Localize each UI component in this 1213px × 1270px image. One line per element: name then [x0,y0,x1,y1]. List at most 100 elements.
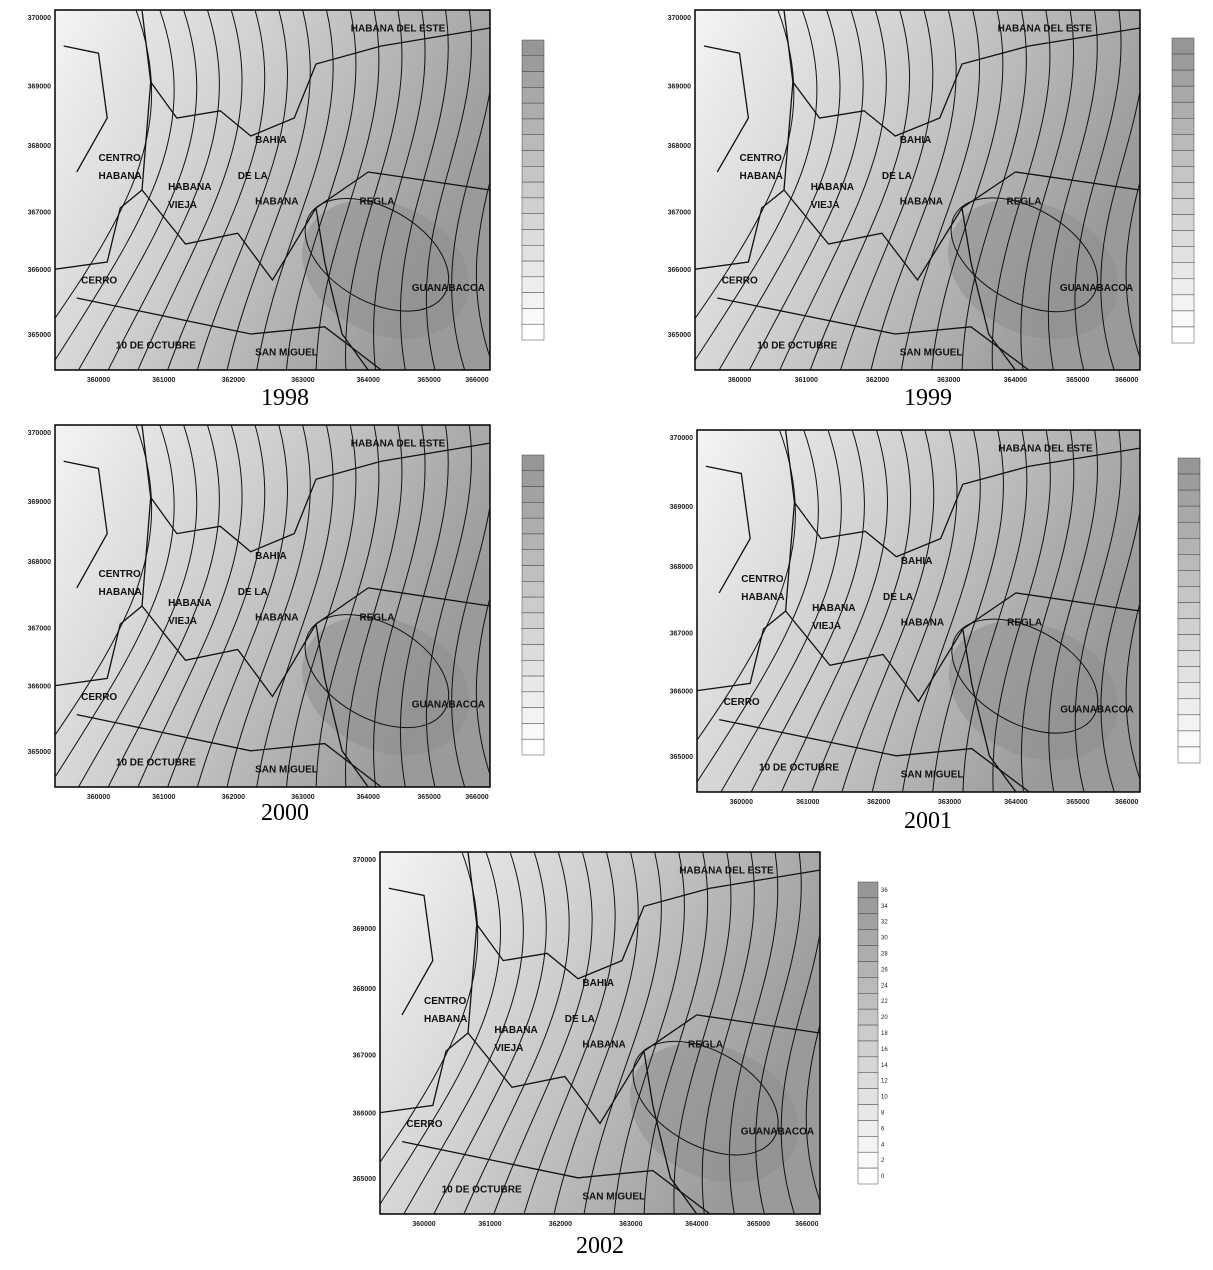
place-label: HABANA [740,171,783,182]
legend-cell [1177,521,1201,539]
year-caption: 2002 [576,1233,624,1259]
contour-line [137,10,243,370]
legend-cell [1171,310,1195,328]
contour-line [433,852,547,1214]
legend-label: 18 [881,1031,888,1037]
contour-line [77,10,198,370]
legend-cell [1171,166,1195,183]
legend-cell [1171,214,1195,231]
place-label: VIEJA [494,1043,523,1054]
legend-cell [857,1072,879,1089]
contour-line [961,10,1027,370]
y-tick-label: 367000 [668,210,691,217]
contour-line [451,503,490,787]
contours [380,852,820,1214]
legend-cell [857,945,879,962]
y-tick-label: 365000 [353,1176,376,1183]
contour-line [523,852,616,1214]
place-label: HABANA [811,182,854,193]
contour-line [805,1022,820,1204]
x-tick-label: 363000 [937,377,960,384]
contour-ring [950,197,1099,313]
contour-line [286,10,357,370]
year-caption: 2001 [904,808,952,834]
district-boundary [467,1014,820,1125]
contour-line [137,425,243,787]
district-boundary [63,45,108,173]
legend-label: 20 [881,1015,888,1021]
legend-cell [521,549,545,566]
y-tick-label: 365000 [670,754,693,761]
contour-line [643,852,709,1214]
y-tick-label: 369000 [28,499,51,506]
x-tick-label: 361000 [152,794,175,801]
y-tick-label: 366000 [353,1111,376,1118]
legend-cell [857,1151,879,1169]
place-label: HABANA [900,196,943,207]
y-tick-label: 367000 [28,210,51,217]
y-tick-label: 365000 [28,749,51,756]
legend-cell [521,87,545,104]
place-label: DE LA [565,1014,595,1025]
place-label: 10 DE OCTUBRE [757,340,837,351]
legend-cell [1177,586,1201,603]
district-boundary [467,852,820,980]
place-label: HABANA DEL ESTE [679,866,774,877]
legend-cell [521,102,545,120]
contour-line [226,425,311,787]
x-tick-label: 360000 [87,794,110,801]
legend-cell [1177,650,1201,667]
map-panel: HABANA DEL ESTE CENTRO HABANA HABANA VIEJA BA… [668,9,1195,411]
district-boundary [717,297,1030,370]
x-tick-label: 366000 [1115,377,1138,384]
place-label: HABANA [168,598,211,609]
place-label: 10 DE OCTUBRE [442,1184,522,1195]
contour-line [583,852,662,1214]
contour-line [613,852,685,1214]
y-tick-label: 365000 [668,332,691,339]
y-tick-label: 368000 [28,559,51,566]
x-tick-label: 364000 [1004,377,1027,384]
x-tick-label: 364000 [357,794,380,801]
place-label: GUANABACOA [1060,704,1133,715]
x-tick-label: 362000 [867,799,890,806]
y-tick-label: 366000 [28,267,51,274]
legend-cell [1177,698,1201,716]
legend-cell [521,39,545,57]
contour-ring [304,614,450,729]
place-label: HABANA [424,1014,467,1025]
y-tick-label: 369000 [28,84,51,91]
legend-cell [1171,134,1195,151]
legend-cell [1177,618,1201,635]
legend-label: 8 [881,1110,885,1116]
place-label: HABANA [255,196,298,207]
contour-ring [304,197,450,312]
place-label: SAN MIGUEL [582,1192,645,1203]
contour-line [315,425,380,787]
legend-label: 36 [881,888,888,894]
place-label: REGLA [360,196,395,207]
x-tick-label: 361000 [796,799,819,806]
contour-line [718,10,841,370]
legend-cell [857,1040,879,1058]
legend-cell [1171,118,1195,135]
legend-cell [521,308,545,325]
district-boundary [705,465,751,594]
legend-cell [521,628,545,645]
contour-line [695,10,818,362]
legend-label: 22 [881,999,888,1005]
legend-label: 6 [881,1126,885,1132]
contour-line [256,425,334,787]
place-label: BAHIA [255,551,287,562]
district-boundary [784,430,1140,558]
legend-cell [1171,182,1195,199]
district-boundary [315,207,369,370]
legend-cell [1171,53,1195,71]
legend-cell [521,276,545,293]
legend-cell [521,517,545,535]
contour-line [1100,508,1140,792]
y-tick-label: 368000 [353,986,376,993]
legend-cell [1177,457,1201,475]
legend-cell [1171,85,1195,103]
legend-cell [1177,538,1201,555]
